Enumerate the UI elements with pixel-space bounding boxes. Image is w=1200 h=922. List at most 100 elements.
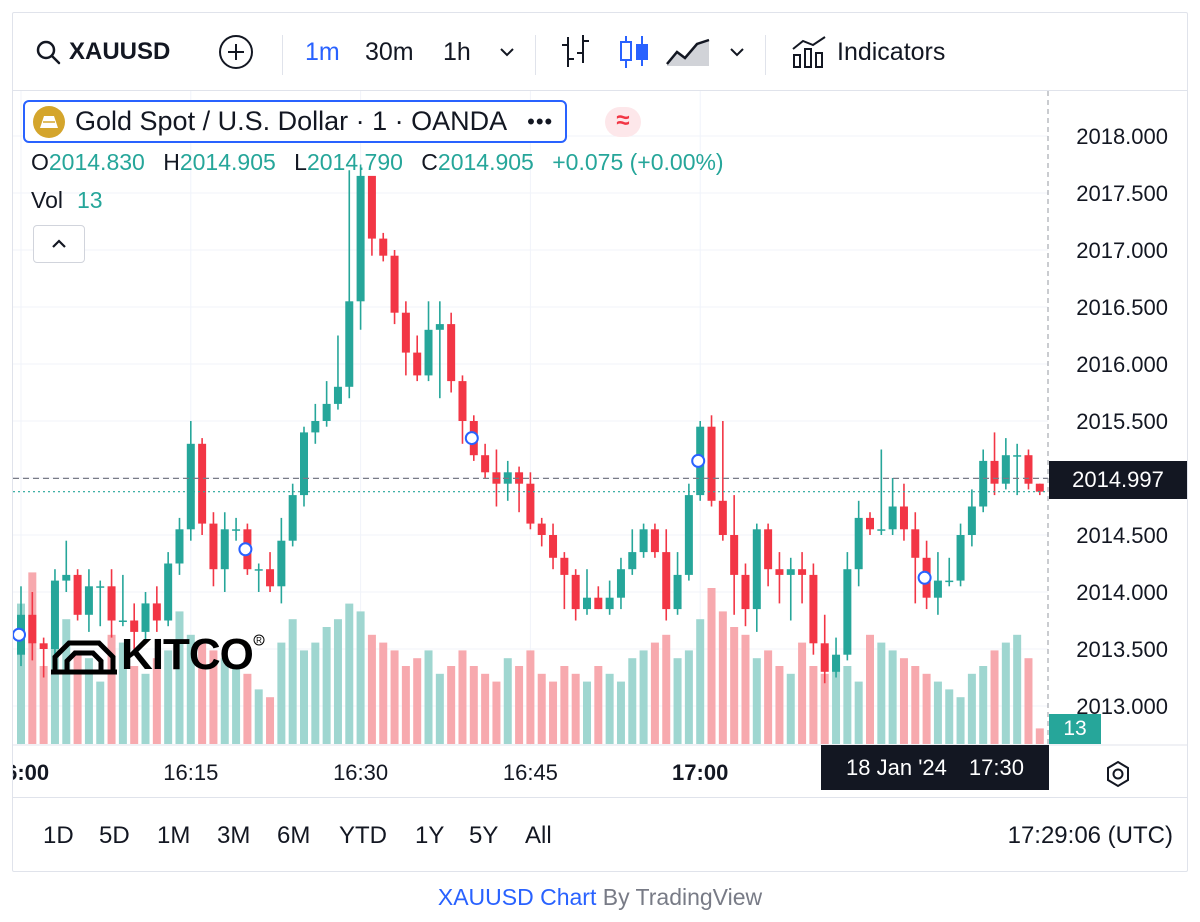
attribution: XAUUSD Chart By TradingView <box>0 884 1200 911</box>
candle-body <box>367 175 376 239</box>
candle-body <box>752 529 761 610</box>
volume-bar <box>549 681 558 744</box>
y-axis-tick: 2015.500 <box>1076 409 1168 434</box>
symbol-legend[interactable]: Gold Spot / U.S. Dollar · 1 · OANDA ••• <box>23 100 568 143</box>
candle-body <box>990 460 999 484</box>
x-axis-tick: 16:00 <box>13 760 49 785</box>
kitco-text: KITCO <box>121 630 254 679</box>
volume-bar <box>764 650 773 744</box>
compare-button[interactable] <box>217 13 255 91</box>
attribution-link[interactable]: XAUUSD Chart <box>437 884 597 910</box>
interval-1h[interactable]: 1h <box>443 37 471 66</box>
volume-bar <box>356 611 365 744</box>
symbol-search[interactable]: XAUUSD <box>35 13 170 91</box>
utc-clock[interactable]: 17:29:06 (UTC) <box>1007 821 1173 849</box>
range-1d[interactable]: 1D <box>43 821 74 849</box>
volume-bar <box>345 603 354 744</box>
volume-bar <box>39 666 48 744</box>
more-icon[interactable]: ••• <box>527 108 554 134</box>
last-price-label: 2014.997 <box>1049 461 1187 499</box>
candle-body <box>447 324 456 382</box>
y-axis-tick: 2018.000 <box>1076 124 1168 149</box>
candle-body <box>526 483 535 524</box>
range-1y[interactable]: 1Y <box>415 821 445 849</box>
volume-bar <box>130 666 139 744</box>
candle-body <box>300 432 308 496</box>
candle-body <box>277 540 286 587</box>
range-6m[interactable]: 6M <box>277 821 311 849</box>
candle-body <box>39 643 48 649</box>
interval-dropdown[interactable] <box>497 13 517 91</box>
chart-type-dropdown[interactable] <box>727 13 747 91</box>
event-marker <box>238 542 253 557</box>
area-style-button[interactable] <box>665 13 711 91</box>
candle-body <box>1001 455 1010 484</box>
high-key: H <box>163 149 180 175</box>
volume-bar <box>277 642 286 744</box>
volume-bar <box>684 650 693 744</box>
range-ytd[interactable]: YTD <box>339 821 387 849</box>
volume-bar <box>254 689 263 744</box>
candle-body <box>186 443 195 530</box>
candle-body <box>390 255 399 313</box>
volume-bar <box>107 634 116 744</box>
volume-bar <box>933 681 942 744</box>
candle-body <box>458 381 467 421</box>
candle-body <box>164 563 173 621</box>
volume-bar <box>96 681 105 744</box>
candle-body <box>662 552 671 610</box>
volume-bar <box>232 666 241 744</box>
candle-body <box>583 597 591 610</box>
volume-bar <box>198 642 207 744</box>
chevron-up-icon <box>52 239 66 248</box>
delayed-data-icon[interactable]: ≈ <box>605 107 641 137</box>
range-3m[interactable]: 3M <box>217 821 251 849</box>
change-value: +0.075 (+0.00%) <box>552 149 724 175</box>
x-axis-tick: 16:15 <box>163 760 218 785</box>
toolbar: XAUUSD 1m 30m 1h Indicators <box>13 13 1187 91</box>
candle-body <box>616 569 625 598</box>
candle-body <box>311 421 320 433</box>
collapse-legend-button[interactable] <box>33 225 85 263</box>
volume-bar <box>209 650 218 744</box>
event-marker <box>464 431 479 446</box>
range-all[interactable]: All <box>525 821 552 849</box>
volume-bar <box>492 681 501 744</box>
candle-body <box>877 529 886 531</box>
candles-style-button[interactable] <box>617 13 651 91</box>
candle-body <box>379 238 388 256</box>
interval-30m[interactable]: 30m <box>365 37 414 66</box>
bars-style-button[interactable] <box>559 13 593 91</box>
candle-body <box>1024 455 1033 484</box>
open-key: O <box>31 149 49 175</box>
add-symbol-icon <box>219 35 253 69</box>
candle-body <box>96 586 105 588</box>
candle-body <box>232 529 241 531</box>
candle-body <box>718 500 727 535</box>
symbol-label: XAUUSD <box>69 38 171 65</box>
volume-bar <box>752 658 761 744</box>
range-5y[interactable]: 5Y <box>469 821 499 849</box>
candle-body <box>1035 483 1044 492</box>
volume-bar <box>469 666 478 744</box>
ohlc-values: O2014.830 H2014.905 L2014.790 C2014.905 … <box>31 149 736 176</box>
volume-bar <box>186 634 195 744</box>
candle-body <box>628 552 637 570</box>
chart-settings-button[interactable] <box>1103 759 1133 794</box>
event-marker <box>691 453 706 468</box>
candle-body <box>107 586 116 621</box>
volume-bar <box>424 650 433 744</box>
candle-body <box>515 472 524 484</box>
candle-body <box>130 620 139 632</box>
volume-bar <box>605 673 614 744</box>
volume-legend: Vol 13 <box>31 187 103 214</box>
price-chart[interactable]: 2018.000 2017.500 2017.000 2016.500 2016.000… <box>13 13 1189 798</box>
range-1m[interactable]: 1M <box>157 821 191 849</box>
range-5d[interactable]: 5D <box>99 821 130 849</box>
indicators-button[interactable]: Indicators <box>791 13 945 91</box>
volume-bar <box>922 673 931 744</box>
interval-1m[interactable]: 1m <box>305 37 340 66</box>
candle-body <box>481 455 490 473</box>
candle-body <box>945 580 954 583</box>
candle-body <box>911 529 920 558</box>
